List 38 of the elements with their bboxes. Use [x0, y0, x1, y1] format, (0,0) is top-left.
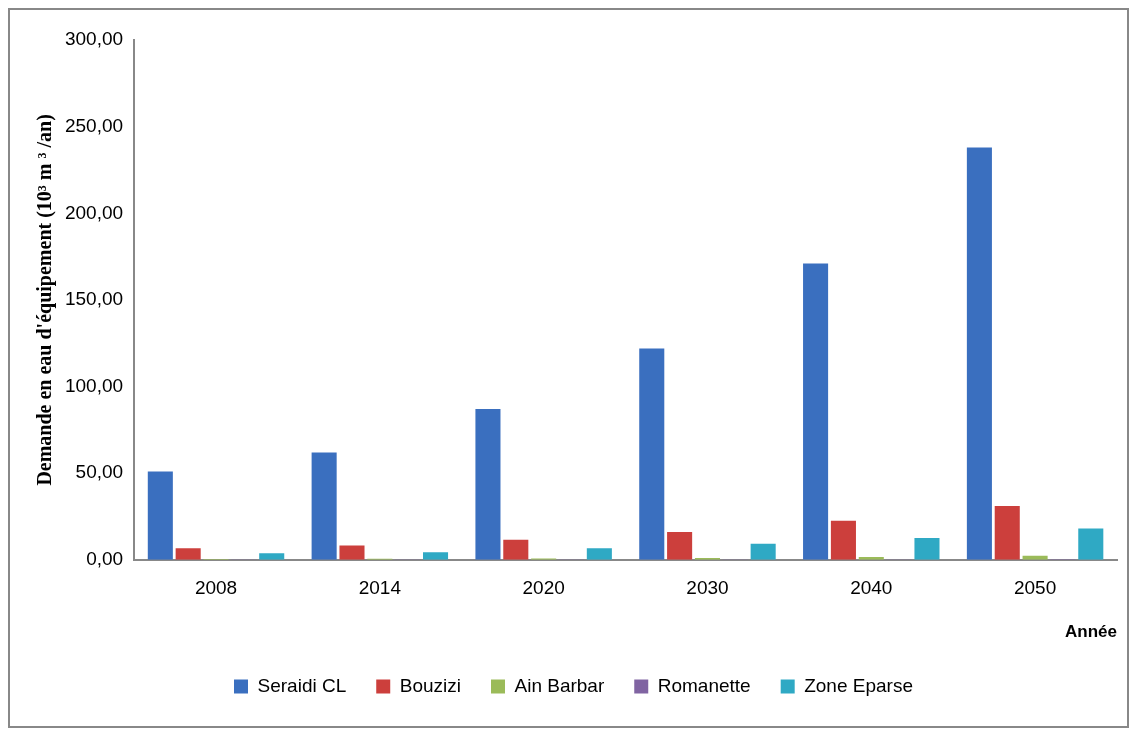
legend-label: Romanette — [657, 674, 751, 696]
bar — [914, 537, 940, 560]
bar — [475, 409, 501, 560]
bar — [503, 539, 529, 560]
legend-label: Seraidi CL — [257, 674, 347, 696]
x-tick-label: 2008 — [194, 577, 238, 599]
legend-label: Ain Barbar — [514, 674, 605, 696]
legend-label: Zone Eparse — [804, 674, 913, 696]
x-tick-label: 2014 — [358, 577, 402, 599]
bar — [423, 552, 449, 560]
bar — [175, 548, 201, 560]
x-tick-label: 2020 — [522, 577, 565, 599]
y-axis-title: Demande en eau d'équipement (10³ m ³ /an) — [33, 114, 57, 486]
y-tick-label: 100,00 — [64, 374, 124, 396]
x-tick-label: 2040 — [850, 577, 893, 599]
legend-label: Bouzizi — [399, 674, 461, 696]
y-tick-label: 0,00 — [86, 548, 124, 570]
bar — [803, 263, 829, 560]
bar — [1078, 528, 1104, 560]
bar — [994, 506, 1020, 560]
bar — [966, 147, 992, 560]
y-tick-label: 300,00 — [64, 28, 124, 50]
bar — [147, 471, 173, 560]
y-tick-label: 250,00 — [64, 114, 124, 136]
bar — [339, 545, 365, 560]
bar — [750, 543, 776, 560]
bar — [667, 532, 693, 560]
x-tick-label: 2030 — [686, 577, 729, 599]
y-tick-label: 150,00 — [64, 288, 124, 310]
bar — [639, 348, 665, 560]
x-axis-title: Année — [1065, 622, 1117, 642]
bar — [586, 548, 612, 560]
x-tick-label: 2050 — [1013, 577, 1057, 599]
y-tick-label: 200,00 — [64, 201, 124, 223]
bar — [259, 553, 285, 560]
bar — [311, 452, 337, 560]
y-tick-label: 50,00 — [75, 461, 124, 483]
bar — [830, 520, 856, 560]
